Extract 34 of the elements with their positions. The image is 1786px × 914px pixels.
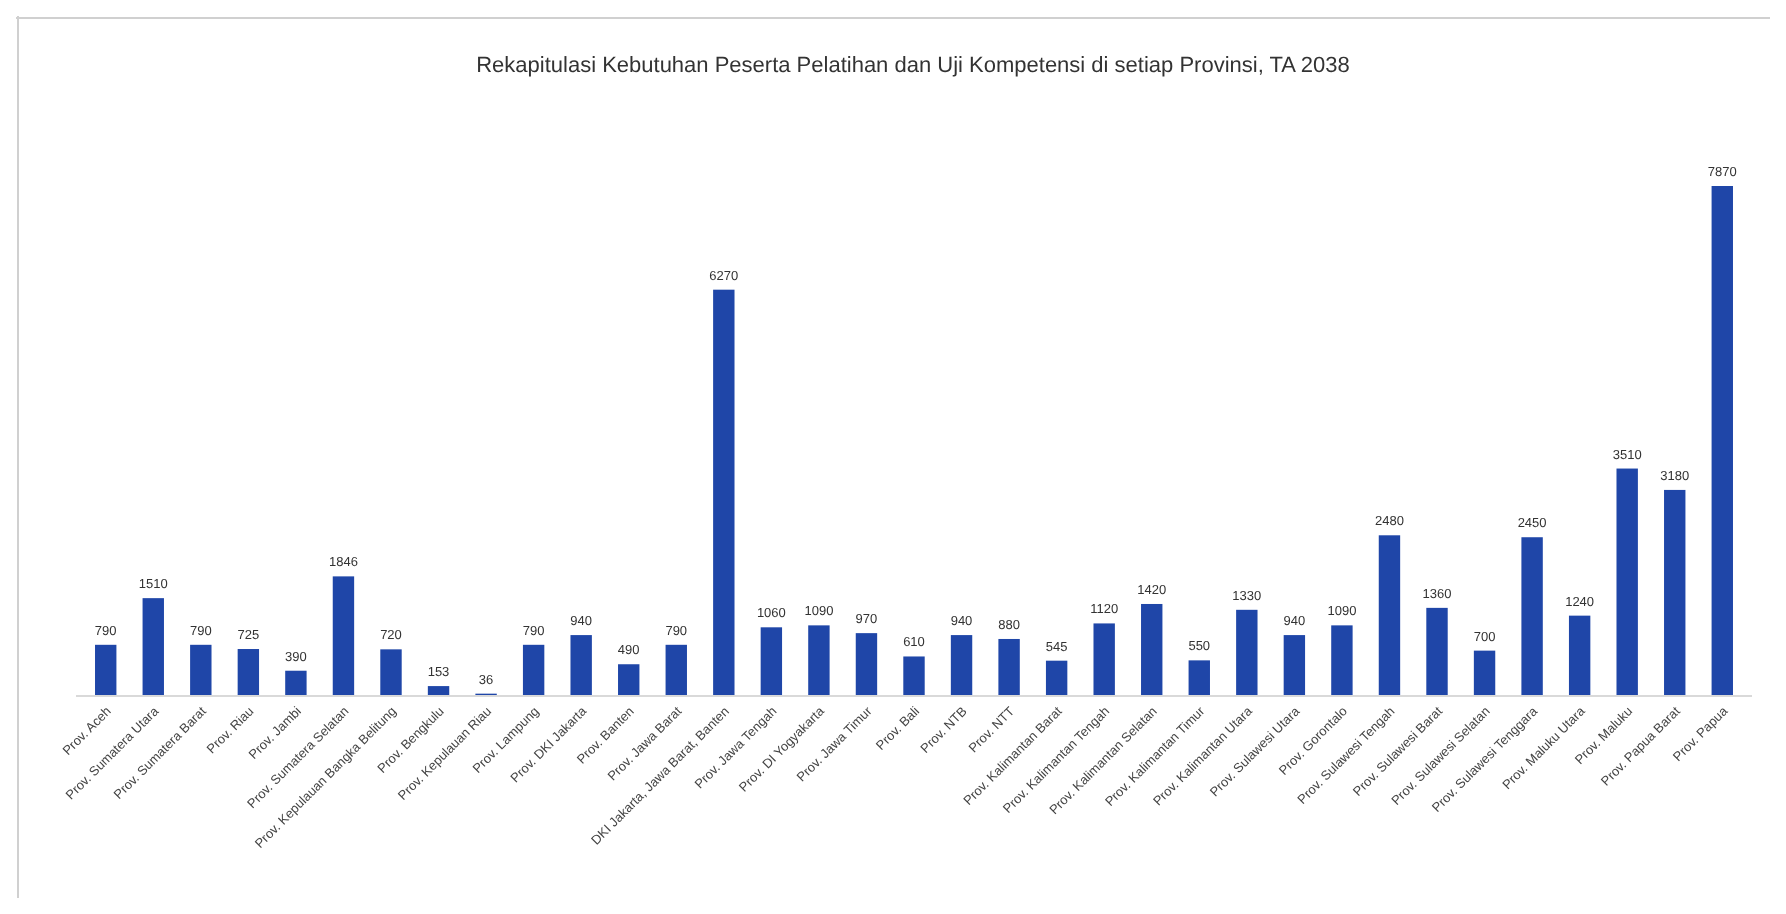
bar	[998, 638, 1020, 696]
bar	[95, 644, 117, 696]
bar	[1331, 625, 1353, 696]
bar	[1664, 489, 1686, 696]
bar	[570, 635, 592, 696]
bar	[1141, 603, 1163, 696]
bar	[903, 656, 925, 696]
bar	[950, 635, 973, 696]
bar	[1236, 609, 1258, 696]
bar	[1711, 186, 1733, 696]
bar	[285, 670, 307, 696]
bar	[332, 576, 355, 696]
bar	[1188, 660, 1210, 696]
bar	[618, 664, 640, 696]
bar	[522, 644, 545, 696]
bar	[1473, 650, 1496, 696]
bar	[190, 644, 212, 696]
bar	[1378, 535, 1401, 696]
bar	[855, 633, 878, 696]
bar	[1426, 607, 1448, 696]
chart-title: Rekapitulasi Kebutuhan Peserta Pelatihan dan Uji Kompetensi di setiap Provinsi, TA 2038	[476, 54, 1350, 78]
bar	[760, 627, 783, 696]
bar	[237, 649, 260, 696]
bar	[808, 625, 830, 696]
bar	[1093, 623, 1115, 696]
bar	[1568, 615, 1591, 696]
bar	[380, 649, 402, 696]
bar	[713, 289, 735, 696]
bar	[665, 644, 687, 696]
bar	[1521, 537, 1543, 696]
bar	[142, 598, 164, 696]
bar	[1283, 635, 1306, 696]
bar	[1045, 660, 1068, 696]
bar	[1616, 468, 1638, 696]
